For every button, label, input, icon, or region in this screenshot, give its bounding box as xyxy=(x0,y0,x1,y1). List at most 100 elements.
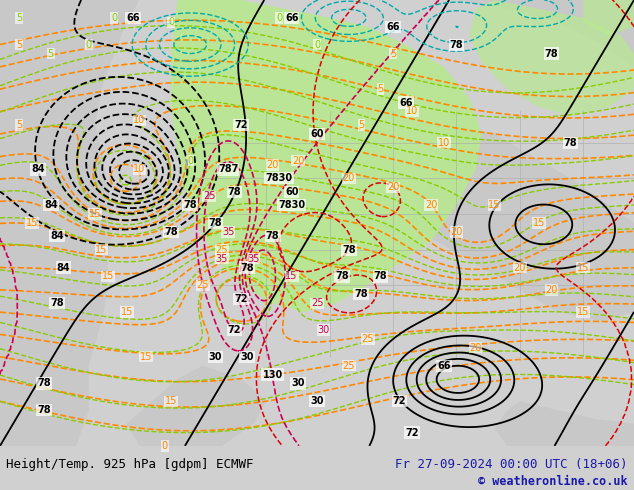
Text: 25: 25 xyxy=(342,361,355,370)
Text: 0: 0 xyxy=(187,155,193,166)
Text: 15: 15 xyxy=(577,307,590,317)
Text: 15: 15 xyxy=(165,396,178,406)
Text: 5: 5 xyxy=(390,49,396,58)
Text: 66: 66 xyxy=(437,361,451,370)
Text: 84: 84 xyxy=(50,231,64,242)
Text: 30: 30 xyxy=(209,352,223,362)
Text: 78: 78 xyxy=(545,49,559,58)
Text: 72: 72 xyxy=(392,396,406,406)
Text: Height/Temp. 925 hPa [gdpm] ECMWF: Height/Temp. 925 hPa [gdpm] ECMWF xyxy=(6,458,254,471)
Text: 30: 30 xyxy=(240,352,254,362)
Text: 5: 5 xyxy=(16,120,22,130)
Text: 15: 15 xyxy=(25,218,38,228)
Text: 84: 84 xyxy=(56,263,70,272)
Text: 78: 78 xyxy=(450,40,463,49)
Text: 60: 60 xyxy=(285,187,299,197)
Text: 130: 130 xyxy=(262,369,283,380)
Text: 78: 78 xyxy=(37,378,51,389)
Text: 30: 30 xyxy=(310,396,324,406)
Text: 5: 5 xyxy=(377,84,384,94)
Text: 35: 35 xyxy=(216,254,228,264)
Text: © weatheronline.co.uk: © weatheronline.co.uk xyxy=(478,474,628,488)
Text: 5: 5 xyxy=(358,120,365,130)
Text: 25: 25 xyxy=(197,280,209,291)
Text: 72: 72 xyxy=(228,325,242,335)
Text: 20: 20 xyxy=(450,227,463,237)
Text: 25: 25 xyxy=(216,245,228,255)
Text: 78: 78 xyxy=(266,231,280,242)
Text: 20: 20 xyxy=(545,285,558,295)
Text: 20: 20 xyxy=(342,173,355,183)
Text: 78: 78 xyxy=(37,405,51,415)
Text: 30: 30 xyxy=(317,325,330,335)
Text: 78: 78 xyxy=(335,271,349,281)
Polygon shape xyxy=(583,0,634,36)
Polygon shape xyxy=(469,0,634,116)
Polygon shape xyxy=(0,0,139,446)
Text: 78: 78 xyxy=(50,298,64,308)
Text: 787: 787 xyxy=(218,165,238,174)
Text: 84: 84 xyxy=(31,165,45,174)
Text: 35: 35 xyxy=(222,227,235,237)
Polygon shape xyxy=(412,125,634,321)
Text: 10: 10 xyxy=(437,138,450,147)
Text: 15: 15 xyxy=(101,271,114,281)
Text: 15: 15 xyxy=(577,263,590,272)
Text: 78: 78 xyxy=(209,218,223,228)
Text: 20: 20 xyxy=(425,200,437,210)
Text: 0: 0 xyxy=(162,441,168,451)
Text: 30: 30 xyxy=(291,378,305,389)
Text: 78: 78 xyxy=(183,200,197,210)
Polygon shape xyxy=(171,0,482,312)
Text: 72: 72 xyxy=(405,427,419,438)
Text: 66: 66 xyxy=(126,13,140,23)
Text: 78: 78 xyxy=(342,245,356,255)
Text: 7830: 7830 xyxy=(266,173,292,183)
Polygon shape xyxy=(495,401,634,446)
Text: 78: 78 xyxy=(373,271,387,281)
Text: 66: 66 xyxy=(399,98,413,108)
Text: 15: 15 xyxy=(533,218,545,228)
Text: 5: 5 xyxy=(16,13,22,23)
Text: 60: 60 xyxy=(310,129,324,139)
Text: 15: 15 xyxy=(95,245,108,255)
Text: 25: 25 xyxy=(361,334,374,344)
Polygon shape xyxy=(127,366,266,446)
Text: 66: 66 xyxy=(386,22,400,32)
Text: 0: 0 xyxy=(168,17,174,27)
Text: 78: 78 xyxy=(164,227,178,237)
Text: 20: 20 xyxy=(469,343,482,353)
Text: 20: 20 xyxy=(514,263,526,272)
Text: Fr 27-09-2024 00:00 UTC (18+06): Fr 27-09-2024 00:00 UTC (18+06) xyxy=(395,458,628,471)
Text: 15: 15 xyxy=(89,209,101,219)
Text: 20: 20 xyxy=(266,160,279,170)
Text: 78: 78 xyxy=(354,289,368,299)
Text: 10: 10 xyxy=(133,165,146,174)
Text: 10: 10 xyxy=(133,115,146,125)
Text: 7830: 7830 xyxy=(278,200,305,210)
Text: 25: 25 xyxy=(203,191,216,201)
Text: 15: 15 xyxy=(488,200,501,210)
Text: 15: 15 xyxy=(120,307,133,317)
Text: 72: 72 xyxy=(234,120,248,130)
Text: 15: 15 xyxy=(285,271,298,281)
Text: 72: 72 xyxy=(234,294,248,304)
Text: 10: 10 xyxy=(406,106,418,117)
Text: 25: 25 xyxy=(311,298,323,308)
Text: 5: 5 xyxy=(16,40,22,49)
Text: 78: 78 xyxy=(564,138,578,147)
Text: 20: 20 xyxy=(292,155,304,166)
Text: 0: 0 xyxy=(314,40,320,49)
Text: 35: 35 xyxy=(247,254,260,264)
Polygon shape xyxy=(456,0,634,67)
Text: 78: 78 xyxy=(240,263,254,272)
Text: 0: 0 xyxy=(86,40,92,49)
Text: 0: 0 xyxy=(111,13,117,23)
Text: 15: 15 xyxy=(139,352,152,362)
Text: 84: 84 xyxy=(44,200,58,210)
Text: 20: 20 xyxy=(387,182,399,192)
Text: 78: 78 xyxy=(228,187,242,197)
Text: 5: 5 xyxy=(48,49,54,58)
Text: 0: 0 xyxy=(276,13,282,23)
Text: 66: 66 xyxy=(285,13,299,23)
